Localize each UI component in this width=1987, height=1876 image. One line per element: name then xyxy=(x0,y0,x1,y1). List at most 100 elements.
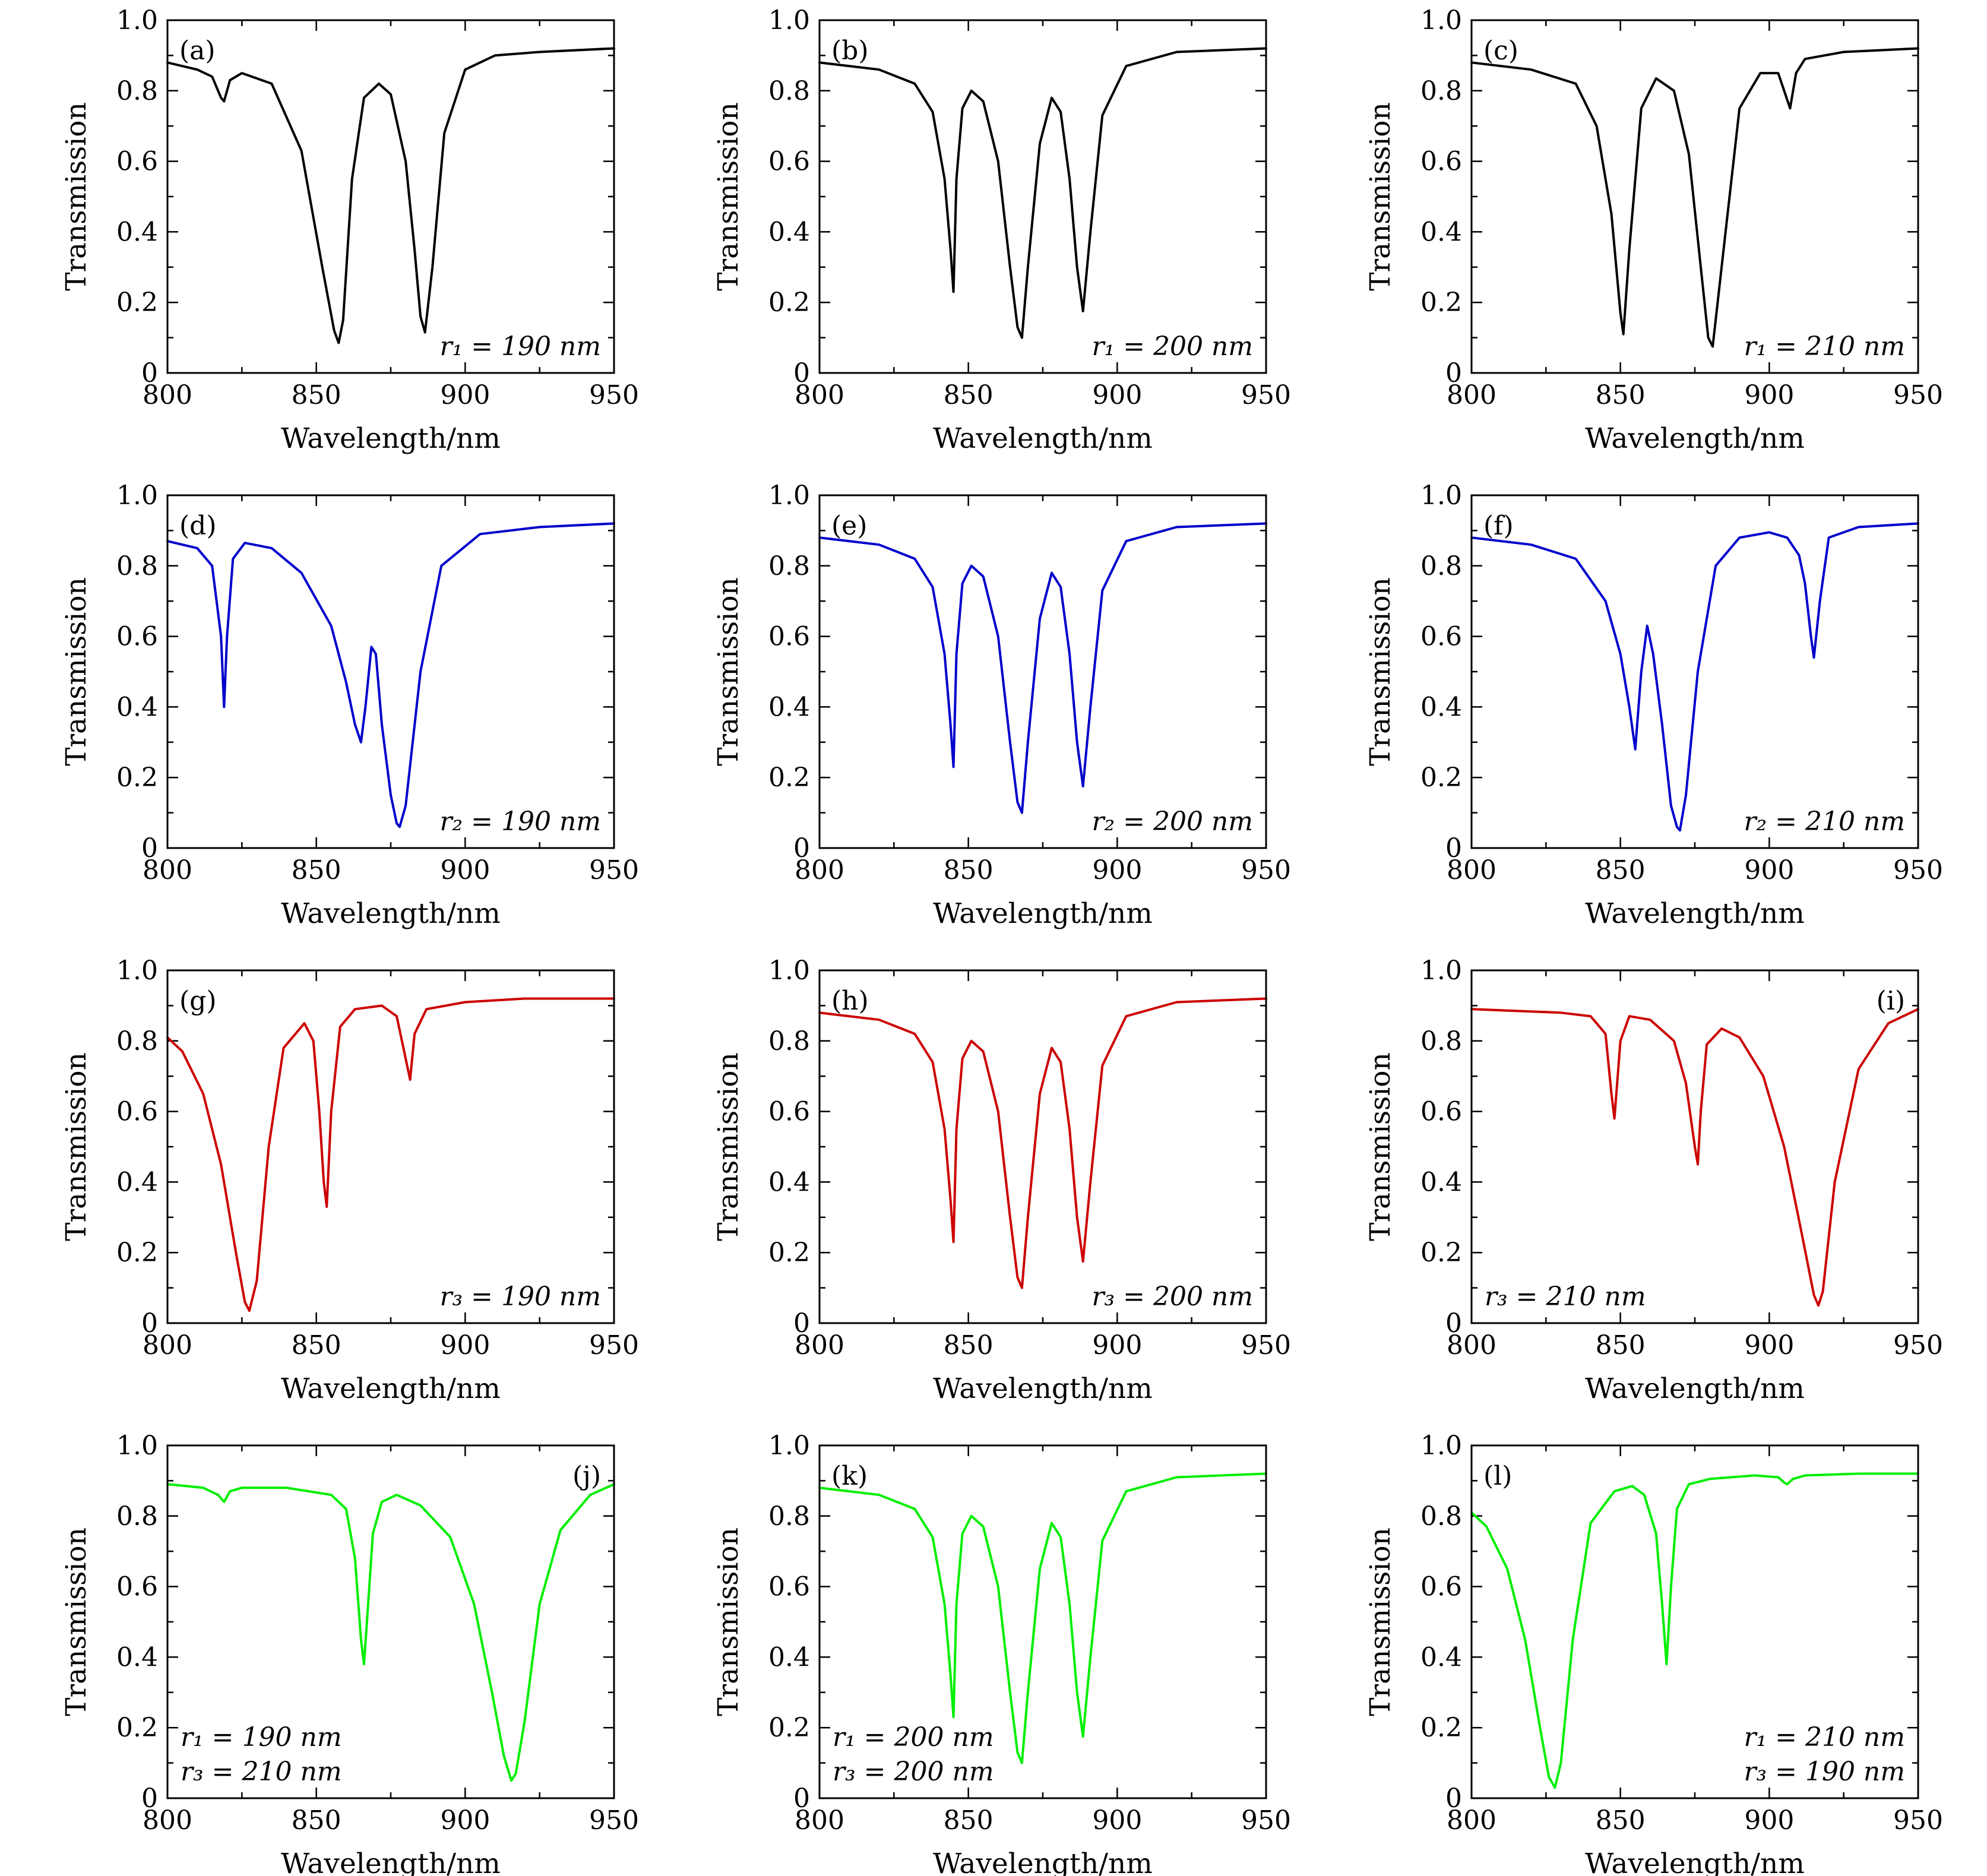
y-tick-label: 0.6 xyxy=(116,1572,158,1602)
panel-label: (e) xyxy=(831,511,867,541)
y-axis-title: Transmission xyxy=(60,1527,93,1716)
x-tick-label: 800 xyxy=(795,380,844,410)
plot-frame xyxy=(818,19,1267,374)
chart-panel-2: 800 850 900 950 0 0.2 0.4 0.6 0.8 1.0 Wavelength/n… xyxy=(1364,5,1943,455)
y-axis-title: Transmission xyxy=(1364,1052,1397,1241)
y-tick-label: 0.8 xyxy=(768,1501,810,1532)
x-tick-label: 900 xyxy=(1744,380,1794,410)
y-tick-label: 0.2 xyxy=(1420,763,1462,793)
plot-frame xyxy=(166,1444,615,1799)
x-axis-title: Wavelength/nm xyxy=(933,1847,1153,1876)
y-tick-label: 0.8 xyxy=(1420,76,1462,106)
y-tick-label: 0 xyxy=(141,1308,158,1339)
x-axis-title: Wavelength/nm xyxy=(1585,897,1805,930)
y-tick-label: 0.2 xyxy=(1420,1238,1462,1268)
x-axis-title: Wavelength/nm xyxy=(1585,1372,1805,1405)
x-tick-label: 900 xyxy=(1092,1805,1142,1836)
parameter-annotation: r₁ = 190 nm xyxy=(181,1722,342,1752)
parameter-annotation: r₃ = 200 nm xyxy=(833,1757,994,1787)
x-tick-label: 900 xyxy=(440,1805,490,1836)
x-tick-label: 950 xyxy=(1893,1330,1943,1361)
y-tick-label: 0 xyxy=(793,1308,810,1339)
parameter-annotation: r₁ = 200 nm xyxy=(833,1722,994,1752)
parameter-annotation: r₂ = 200 nm xyxy=(1091,806,1253,837)
y-tick-label: 0.2 xyxy=(768,763,810,793)
transmission-series-line xyxy=(166,47,615,344)
x-tick-label: 850 xyxy=(292,380,341,410)
y-tick-label: 0.2 xyxy=(116,287,158,318)
y-tick-label: 1.0 xyxy=(768,5,810,36)
y-tick-label: 0.4 xyxy=(768,692,810,722)
y-tick-label: 0.4 xyxy=(116,1642,158,1672)
parameter-annotation: r₃ = 190 nm xyxy=(439,1282,601,1312)
transmission-series-line xyxy=(1470,522,1919,832)
y-tick-label: 1.0 xyxy=(116,480,158,511)
parameter-annotation: r₂ = 210 nm xyxy=(1744,806,1905,837)
transmission-series-line xyxy=(1470,1472,1919,1789)
y-tick-label: 0.2 xyxy=(116,763,158,793)
plot-frame xyxy=(818,969,1267,1324)
y-tick-label: 0.2 xyxy=(116,1238,158,1268)
x-axis-title: Wavelength/nm xyxy=(933,422,1153,455)
y-tick-label: 0.2 xyxy=(768,1713,810,1743)
chart-panel-7: 800 850 900 950 0 0.2 0.4 0.6 0.8 1.0 Wavelength/n… xyxy=(712,956,1291,1405)
parameter-annotation: r₃ = 210 nm xyxy=(1485,1282,1646,1312)
x-tick-label: 900 xyxy=(440,380,490,410)
y-tick-label: 0.8 xyxy=(1420,551,1462,581)
x-tick-label: 800 xyxy=(1447,1805,1496,1836)
x-tick-label: 800 xyxy=(795,855,844,885)
parameter-annotation: r₂ = 190 nm xyxy=(439,806,601,837)
y-tick-label: 0.4 xyxy=(1420,1642,1462,1672)
y-tick-label: 1.0 xyxy=(1420,5,1462,36)
y-tick-label: 0.4 xyxy=(116,692,158,722)
x-tick-label: 850 xyxy=(1596,1805,1646,1836)
plot-frame xyxy=(1470,494,1919,849)
chart-panel-8: 800 850 900 950 0 0.2 0.4 0.6 0.8 1.0 Wavelength/n… xyxy=(1364,956,1943,1405)
transmission-series-line xyxy=(818,997,1267,1289)
transmission-series-line xyxy=(818,1472,1267,1764)
y-tick-label: 0.4 xyxy=(116,1167,158,1197)
x-tick-label: 850 xyxy=(944,1805,994,1836)
x-tick-label: 850 xyxy=(292,1805,341,1836)
x-axis-title: Wavelength/nm xyxy=(1585,1847,1805,1876)
y-axis-title: Transmission xyxy=(60,577,93,766)
transmission-series-line xyxy=(1470,1008,1919,1307)
y-tick-label: 1.0 xyxy=(1420,956,1462,986)
x-tick-label: 800 xyxy=(795,1805,844,1836)
panel-label: (h) xyxy=(831,986,869,1016)
x-tick-label: 950 xyxy=(1893,380,1943,410)
x-tick-label: 950 xyxy=(1241,1805,1291,1836)
y-tick-label: 0.4 xyxy=(116,217,158,247)
y-tick-label: 0.8 xyxy=(116,551,158,581)
transmission-series-line xyxy=(1470,47,1919,348)
y-tick-label: 0 xyxy=(141,1783,158,1814)
panel-label: (g) xyxy=(179,986,217,1016)
y-tick-label: 0.2 xyxy=(116,1713,158,1743)
plot-frame xyxy=(818,1444,1267,1799)
x-tick-label: 950 xyxy=(589,380,639,410)
x-tick-label: 950 xyxy=(1893,1805,1943,1836)
chart-panel-10: 800 850 900 950 0 0.2 0.4 0.6 0.8 1.0 Wavelength/n… xyxy=(712,1431,1291,1876)
x-tick-label: 800 xyxy=(143,855,192,885)
x-tick-label: 850 xyxy=(292,1330,341,1361)
x-tick-label: 900 xyxy=(1744,855,1794,885)
y-tick-label: 0.4 xyxy=(1420,692,1462,722)
x-tick-label: 850 xyxy=(1596,1330,1646,1361)
transmission-series-line xyxy=(166,997,615,1312)
x-tick-label: 950 xyxy=(1241,855,1291,885)
x-tick-label: 800 xyxy=(795,1330,844,1361)
y-tick-label: 0.6 xyxy=(1420,1097,1462,1127)
x-axis-title: Wavelength/nm xyxy=(1585,422,1805,455)
y-tick-label: 0 xyxy=(141,833,158,863)
x-axis-title: Wavelength/nm xyxy=(933,897,1153,930)
y-axis-title: Transmission xyxy=(712,1527,745,1716)
chart-panel-9: 800 850 900 950 0 0.2 0.4 0.6 0.8 1.0 Wavelength/n… xyxy=(60,1431,639,1876)
y-tick-label: 0.6 xyxy=(116,147,158,177)
x-tick-label: 900 xyxy=(1092,380,1142,410)
x-tick-label: 850 xyxy=(1596,380,1646,410)
x-tick-label: 800 xyxy=(1447,380,1496,410)
y-tick-label: 0.6 xyxy=(116,1097,158,1127)
x-tick-label: 950 xyxy=(589,1805,639,1836)
